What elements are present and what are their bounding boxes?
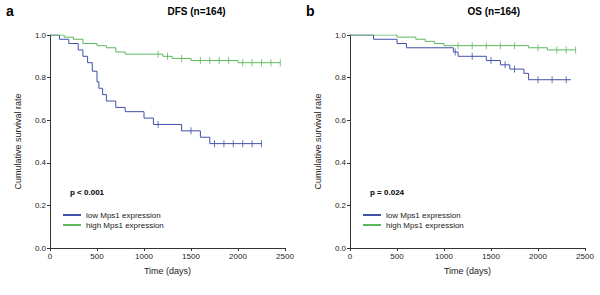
svg-text:0.2: 0.2 bbox=[35, 201, 47, 210]
svg-text:b: b bbox=[306, 3, 315, 19]
svg-text:Time (days): Time (days) bbox=[444, 266, 491, 276]
svg-text:1500: 1500 bbox=[482, 252, 500, 261]
svg-text:p < 0.001: p < 0.001 bbox=[70, 188, 105, 197]
svg-text:Time (days): Time (days) bbox=[144, 266, 191, 276]
svg-text:1000: 1000 bbox=[435, 252, 453, 261]
svg-text:0.8: 0.8 bbox=[35, 73, 47, 82]
svg-text:0.4: 0.4 bbox=[35, 158, 47, 167]
svg-text:Cumulative survival rate: Cumulative survival rate bbox=[13, 93, 23, 189]
svg-text:0.6: 0.6 bbox=[335, 116, 347, 125]
svg-text:a: a bbox=[6, 3, 14, 19]
svg-text:0.6: 0.6 bbox=[35, 116, 47, 125]
svg-text:2500: 2500 bbox=[276, 252, 294, 261]
svg-text:500: 500 bbox=[90, 252, 104, 261]
svg-text:0.8: 0.8 bbox=[335, 73, 347, 82]
svg-text:1000: 1000 bbox=[135, 252, 153, 261]
svg-text:0: 0 bbox=[48, 252, 53, 261]
svg-text:1500: 1500 bbox=[182, 252, 200, 261]
svg-text:Cumulative survival rate: Cumulative survival rate bbox=[313, 93, 323, 189]
svg-text:low Mps1 expression: low Mps1 expression bbox=[86, 211, 161, 220]
svg-text:2000: 2000 bbox=[229, 252, 247, 261]
svg-text:0.0: 0.0 bbox=[335, 244, 347, 253]
svg-text:1.0: 1.0 bbox=[35, 31, 47, 40]
svg-text:low Mps1 expression: low Mps1 expression bbox=[386, 211, 461, 220]
svg-text:0.4: 0.4 bbox=[335, 158, 347, 167]
svg-text:high Mps1 expression: high Mps1 expression bbox=[86, 221, 164, 230]
svg-text:1.0: 1.0 bbox=[335, 31, 347, 40]
svg-text:2000: 2000 bbox=[529, 252, 547, 261]
svg-text:0.0: 0.0 bbox=[35, 244, 47, 253]
svg-text:0: 0 bbox=[348, 252, 353, 261]
svg-text:0.2: 0.2 bbox=[335, 201, 347, 210]
svg-text:2500: 2500 bbox=[576, 252, 594, 261]
svg-text:DFS (n=164): DFS (n=164) bbox=[167, 6, 225, 17]
svg-text:500: 500 bbox=[390, 252, 404, 261]
svg-text:high Mps1 expression: high Mps1 expression bbox=[386, 221, 464, 230]
svg-text:OS (n=164): OS (n=164) bbox=[467, 6, 520, 17]
svg-text:p = 0.024: p = 0.024 bbox=[370, 188, 405, 197]
